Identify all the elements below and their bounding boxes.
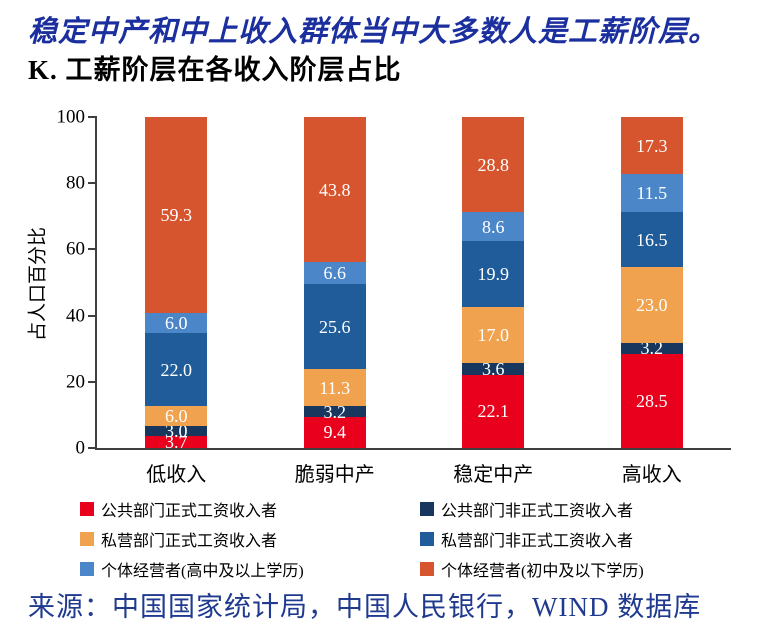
- bar-segment: 11.5: [620, 174, 683, 213]
- bar-segment: 3.2: [620, 339, 683, 357]
- y-tick-mark: [88, 380, 97, 383]
- segment-value-label: 6.0: [165, 313, 188, 334]
- segment-value-label: 11.3: [319, 377, 351, 398]
- stacked-bar: 9.4 3.2 11.3 25.6 6.6 43.8: [303, 117, 366, 448]
- stacked-bar: 3.7 3.0 6.0 22.0 6.0 59.3: [145, 117, 208, 451]
- legend-item: 公共部门正式工资收入者: [80, 497, 420, 521]
- plot-area: 3.7 3.0 6.0 22.0 6.0 59.3 低收入 9.4 3.2 11.3 25.6 6.6…: [57, 108, 732, 486]
- y-tick-label: 40: [66, 305, 85, 327]
- segment-value-label: 8.6: [482, 216, 505, 237]
- bar-segment: 8.6: [462, 212, 525, 241]
- segment-value-label: 9.4: [323, 422, 347, 443]
- segment-value-label: 22.1: [477, 401, 510, 422]
- segment-value-label: 25.6: [319, 316, 351, 337]
- segment-value-label: 6.0: [165, 405, 188, 426]
- segment-value-label: 3.2: [323, 401, 347, 422]
- segment-value-label: 17.0: [477, 324, 510, 345]
- bar-segment: 28.8: [462, 117, 525, 213]
- y-tick-label: 100: [56, 106, 86, 128]
- segment-value-label: 19.9: [477, 263, 510, 284]
- segment-value-label: 11.5: [636, 183, 668, 204]
- legend: 公共部门正式工资收入者 公共部门非正式工资收入者私营部门正式工资收入者 私营部门非正…: [80, 497, 644, 581]
- segment-value-label: 3.6: [482, 358, 505, 379]
- legend-label: 个体经营者(初中及以下学历): [441, 563, 644, 580]
- y-tick-label: 80: [66, 172, 85, 194]
- segment-value-label: 59.3: [160, 205, 193, 226]
- segment-value-label: 43.8: [319, 179, 351, 200]
- y-tick-label: 20: [66, 371, 85, 393]
- x-category-label: 稳定中产: [453, 464, 534, 486]
- legend-item: 公共部门非正式工资收入者: [420, 497, 644, 521]
- segment-value-label: 17.3: [636, 135, 668, 156]
- legend-swatch: [420, 532, 434, 546]
- segment-value-label: 3.7: [165, 431, 188, 452]
- legend-item: 私营部门非正式工资收入者: [420, 527, 644, 551]
- segment-value-label: 6.6: [323, 263, 347, 284]
- legend-swatch: [80, 532, 94, 546]
- bar-slot: 28.5 3.2 23.0 16.5 11.5 17.3 高收入: [573, 117, 732, 486]
- y-tick-mark: [88, 116, 97, 118]
- legend-label: 个体经营者(高中及以上学历): [101, 563, 304, 580]
- bar-segment: 17.3: [620, 117, 683, 175]
- segment-value-label: 28.5: [636, 390, 668, 411]
- bar-slot: 3.7 3.0 6.0 22.0 6.0 59.3 低收入: [97, 117, 256, 486]
- y-tick-mark: [88, 182, 97, 185]
- y-tick-mark: [88, 314, 97, 317]
- bar-segment: 3.0: [145, 422, 208, 440]
- segment-value-label: 3.0: [165, 420, 188, 441]
- legend-item: 私营部门正式工资收入者: [80, 527, 420, 551]
- legend-label: 私营部门非正式工资收入者: [441, 533, 634, 550]
- legend-label: 私营部门正式工资收入者: [101, 533, 278, 550]
- legend-item: 个体经营者(初中及以下学历): [420, 557, 644, 581]
- y-tick-mark: [88, 447, 97, 449]
- bar-segment: 22.0: [145, 333, 208, 406]
- source-note: 来源：中国国家统计局，中国人民银行，WIND 数据库: [28, 592, 702, 622]
- bar-slot: 9.4 3.2 11.3 25.6 6.6 43.8 脆弱中产: [256, 117, 415, 486]
- x-category-label: 脆弱中产: [294, 464, 375, 486]
- y-tick-mark: [88, 248, 97, 251]
- segment-value-label: 3.2: [640, 338, 664, 359]
- segment-value-label: 16.5: [636, 229, 668, 250]
- bar-segment: 6.0: [145, 313, 208, 334]
- bar-segment: 3.7: [145, 433, 208, 451]
- bar-slot: 22.1 3.6 17.0 19.9 8.6 28.8 稳定中产: [414, 117, 573, 486]
- legend-label: 公共部门非正式工资收入者: [441, 503, 634, 520]
- stacked-bar: 28.5 3.2 23.0 16.5 11.5 17.3: [620, 117, 683, 448]
- bar-segment: 23.0: [620, 266, 683, 344]
- segment-value-label: 28.8: [477, 154, 510, 175]
- bar-segment: 43.8: [303, 117, 366, 263]
- chart-title: 稳定中产和中上收入群体当中大多数人是工薪阶层。: [28, 16, 719, 48]
- legend-swatch: [420, 502, 434, 516]
- segment-value-label: 22.0: [160, 359, 193, 380]
- chart-subtitle: K. 工薪阶层在各收入阶层占比: [28, 55, 402, 85]
- bar-segment: 3.2: [303, 403, 366, 421]
- legend-swatch: [80, 502, 94, 516]
- bars-row: 3.7 3.0 6.0 22.0 6.0 59.3 低收入 9.4 3.2 11.3 25.6 6.6…: [97, 117, 732, 486]
- legend-swatch: [80, 562, 94, 576]
- x-category-label: 高收入: [621, 464, 682, 486]
- bar-segment: 3.6: [462, 360, 525, 378]
- bar-segment: 9.4: [303, 416, 366, 448]
- stacked-bar: 22.1 3.6 17.0 19.9 8.6 28.8: [462, 117, 525, 448]
- bar-segment: 25.6: [303, 284, 366, 369]
- bar-segment: 16.5: [620, 212, 683, 267]
- bar-segment: 17.0: [462, 306, 525, 363]
- legend-swatch: [420, 562, 434, 576]
- bar-segment: 22.1: [462, 374, 525, 448]
- y-tick-label: 0: [75, 437, 86, 459]
- y-tick-label: 60: [66, 238, 85, 260]
- bar-segment: 59.3: [145, 117, 208, 314]
- bar-segment: 19.9: [462, 240, 525, 307]
- bar-segment: 28.5: [620, 353, 683, 448]
- legend-label: 公共部门正式工资收入者: [101, 503, 278, 520]
- bar-segment: 11.3: [303, 368, 366, 407]
- x-category-label: 低收入: [146, 464, 207, 486]
- segment-value-label: 23.0: [636, 295, 668, 316]
- legend-item: 个体经营者(高中及以上学历): [80, 557, 420, 581]
- bar-segment: 6.6: [303, 262, 366, 285]
- bar-segment: 6.0: [145, 405, 208, 426]
